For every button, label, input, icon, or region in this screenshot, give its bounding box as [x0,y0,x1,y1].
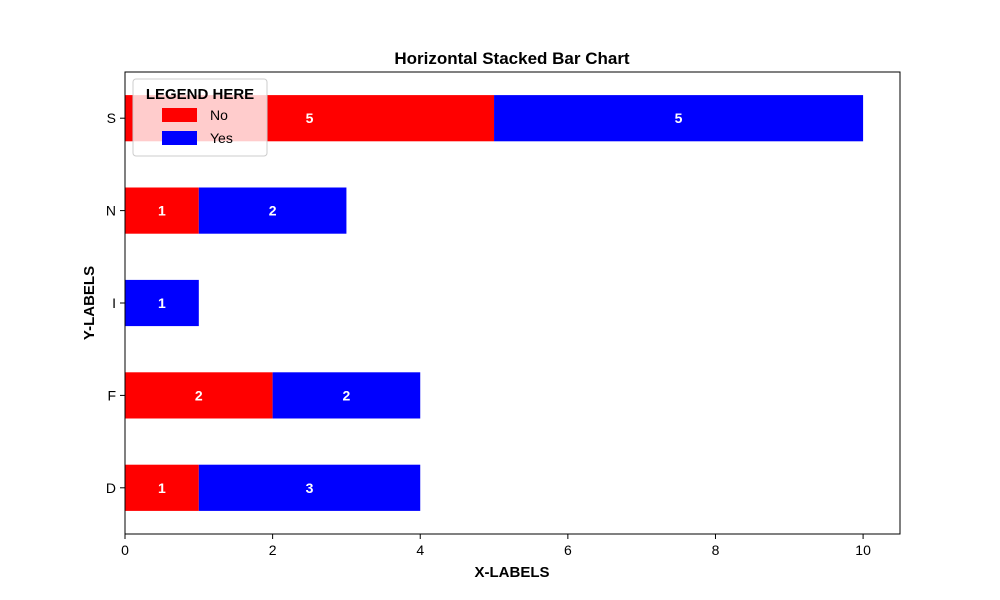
bar-label-N-no: 1 [158,203,166,219]
x-tick-label: 10 [855,542,871,558]
legend-entries: No Yes [162,107,233,146]
legend-label-yes: Yes [210,130,233,146]
bar-label-D-yes: 3 [306,480,314,496]
x-axis-label: X-LABELS [475,564,550,581]
bar-D-no [125,464,199,511]
bar-S-yes [494,95,864,142]
bars-layer [125,95,864,511]
legend-swatch-yes [162,131,197,145]
y-tick-label: D [106,480,116,496]
bar-label-I-yes: 1 [158,295,166,311]
x-axis-ticks: 0 2 4 6 8 10 [121,534,871,558]
x-tick-label: 8 [712,542,720,558]
legend: LEGEND HERE No Yes [132,78,268,157]
bar-I-yes [125,279,199,327]
bar-label-F-yes: 2 [343,387,351,403]
y-axis-label: Y-LABELS [81,266,98,340]
y-tick-label: N [106,203,116,219]
bar-label-S-yes: 5 [675,110,683,126]
bar-F-no [125,372,273,419]
bar-F-yes [272,372,421,419]
x-tick-label: 2 [269,542,277,558]
x-tick-label: 4 [416,542,424,558]
legend-title: LEGEND HERE [146,86,254,103]
y-tick-label: I [112,295,116,311]
y-axis-ticks: D F I N S [106,110,125,496]
bar-label-S-no: 5 [306,110,314,126]
bar-D-yes [198,464,421,511]
bar-label-N-yes: 2 [269,203,277,219]
chart-title: Horizontal Stacked Bar Chart [394,49,630,68]
y-tick-label: S [107,110,116,126]
bar-label-F-no: 2 [195,387,203,403]
bar-N-yes [198,187,347,234]
legend-swatch-no [162,108,197,122]
legend-label-no: No [210,107,228,123]
bar-label-D-no: 1 [158,480,166,496]
x-tick-label: 0 [121,542,129,558]
bar-N-no [125,187,199,234]
y-tick-label: F [107,387,116,403]
bar-labels-layer: 1 3 2 2 1 1 2 5 5 [158,110,683,496]
x-tick-label: 6 [564,542,572,558]
